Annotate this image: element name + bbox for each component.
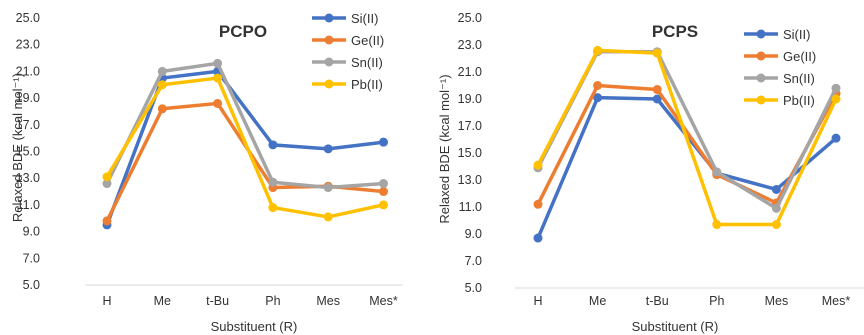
data-point xyxy=(157,104,167,114)
data-point xyxy=(102,172,112,182)
x-tick-label: Me xyxy=(589,294,606,308)
y-axis-label: Relaxed BDE (kcal mol⁻¹) xyxy=(10,73,25,222)
legend-label: Si(II) xyxy=(783,27,810,42)
data-point xyxy=(102,179,112,189)
series-line xyxy=(105,76,384,219)
data-point xyxy=(533,233,543,243)
x-tick-label: Ph xyxy=(265,294,280,308)
legend-marker xyxy=(324,79,334,89)
data-point xyxy=(652,85,662,95)
chart-pcps: 5.0 7.0 9.0 11.0 13.0 15.0 17.0 19.0 21.0 23.0 25.… xyxy=(437,11,864,334)
legend-label: Sn(II) xyxy=(783,71,815,86)
data-point xyxy=(268,203,278,213)
data-point xyxy=(831,83,841,93)
legend-marker xyxy=(324,57,334,67)
series-line xyxy=(536,48,838,227)
y-tick-label: 23.0 xyxy=(458,38,482,52)
data-point xyxy=(593,45,603,55)
data-point xyxy=(831,133,841,143)
data-point xyxy=(379,137,388,147)
data-point xyxy=(213,58,223,68)
y-tick-label: 21.0 xyxy=(16,64,40,78)
y-tick-label: 11.0 xyxy=(17,198,40,212)
legend-label: Si(II) xyxy=(351,11,378,26)
legend-marker xyxy=(756,73,766,83)
data-point xyxy=(268,140,278,150)
x-tick-label: t-Bu xyxy=(206,294,229,308)
data-point xyxy=(533,199,543,209)
legend-marker xyxy=(324,13,334,23)
y-tick-label: 17.0 xyxy=(16,118,40,132)
chart-title: PCPO xyxy=(219,22,267,41)
y-tick-label: 25.0 xyxy=(458,11,482,25)
data-point xyxy=(652,48,662,58)
data-point xyxy=(379,179,388,189)
data-point xyxy=(379,187,388,197)
y-tick-label: 7.0 xyxy=(465,254,482,268)
y-tick-label: 5.0 xyxy=(23,278,40,292)
x-axis-label: Substituent (R) xyxy=(211,319,298,334)
y-tick-label: 9.0 xyxy=(23,225,40,239)
legend-marker xyxy=(324,35,334,45)
x-tick-label: Me xyxy=(154,294,171,308)
legend-label: Ge(II) xyxy=(783,49,816,64)
data-point xyxy=(771,203,781,213)
x-tick-label: H xyxy=(102,294,111,308)
data-point xyxy=(213,73,223,83)
legend-label: Sn(II) xyxy=(351,55,383,70)
data-point xyxy=(533,160,543,170)
x-tick-label: Mes* xyxy=(822,294,851,308)
data-point xyxy=(771,220,781,230)
data-point xyxy=(379,200,388,210)
data-point xyxy=(593,93,603,103)
x-tick-label: Mes* xyxy=(369,294,398,308)
y-tick-label: 15.0 xyxy=(458,146,482,160)
y-tick-label: 11.0 xyxy=(459,200,482,214)
legend-marker xyxy=(756,95,766,105)
data-point xyxy=(323,212,333,222)
y-tick-label: 25.0 xyxy=(16,11,40,25)
y-tick-label: 13.0 xyxy=(458,173,482,187)
x-tick-label: Mes xyxy=(765,294,789,308)
x-tick-label: Mes xyxy=(316,294,340,308)
data-point xyxy=(323,183,333,193)
y-tick-label: 19.0 xyxy=(16,91,40,105)
legend-label: Pb(II) xyxy=(783,93,815,108)
y-tick-label: 21.0 xyxy=(458,65,482,79)
data-point xyxy=(102,216,112,226)
data-point xyxy=(771,184,781,194)
data-point xyxy=(712,167,722,177)
y-tick-label: 7.0 xyxy=(23,251,40,265)
chart-pcpo: 5.0 7.0 9.0 11.0 13.0 15.0 17.0 19.0 21.0 23.0 25.… xyxy=(10,11,403,334)
y-tick-label: 15.0 xyxy=(16,145,40,159)
data-point xyxy=(712,220,722,230)
y-tick-label: 23.0 xyxy=(16,38,40,52)
y-tick-label: 17.0 xyxy=(458,119,482,133)
data-point xyxy=(593,81,603,90)
legend-label: Ge(II) xyxy=(351,33,384,48)
y-tick-label: 19.0 xyxy=(458,92,482,106)
data-point xyxy=(157,80,167,90)
x-axis-label: Substituent (R) xyxy=(632,319,719,334)
data-point xyxy=(831,94,841,104)
y-tick-label: 5.0 xyxy=(465,281,482,295)
legend-marker xyxy=(756,29,766,39)
y-tick-label: 13.0 xyxy=(16,171,40,185)
y-tick-label: 9.0 xyxy=(465,227,482,241)
legend-label: Pb(II) xyxy=(351,77,383,92)
data-point xyxy=(213,98,223,108)
legend-marker xyxy=(756,51,766,61)
data-point xyxy=(652,94,662,104)
y-axis-label: Relaxed BDE (kcal mol⁻¹) xyxy=(437,74,452,223)
x-tick-label: Ph xyxy=(709,294,724,308)
chart-title: PCPS xyxy=(652,22,698,41)
x-tick-label: t-Bu xyxy=(646,294,669,308)
x-tick-label: H xyxy=(533,294,542,308)
data-point xyxy=(157,66,167,76)
data-point xyxy=(323,144,333,154)
data-point xyxy=(268,177,278,187)
series-line xyxy=(105,61,384,190)
